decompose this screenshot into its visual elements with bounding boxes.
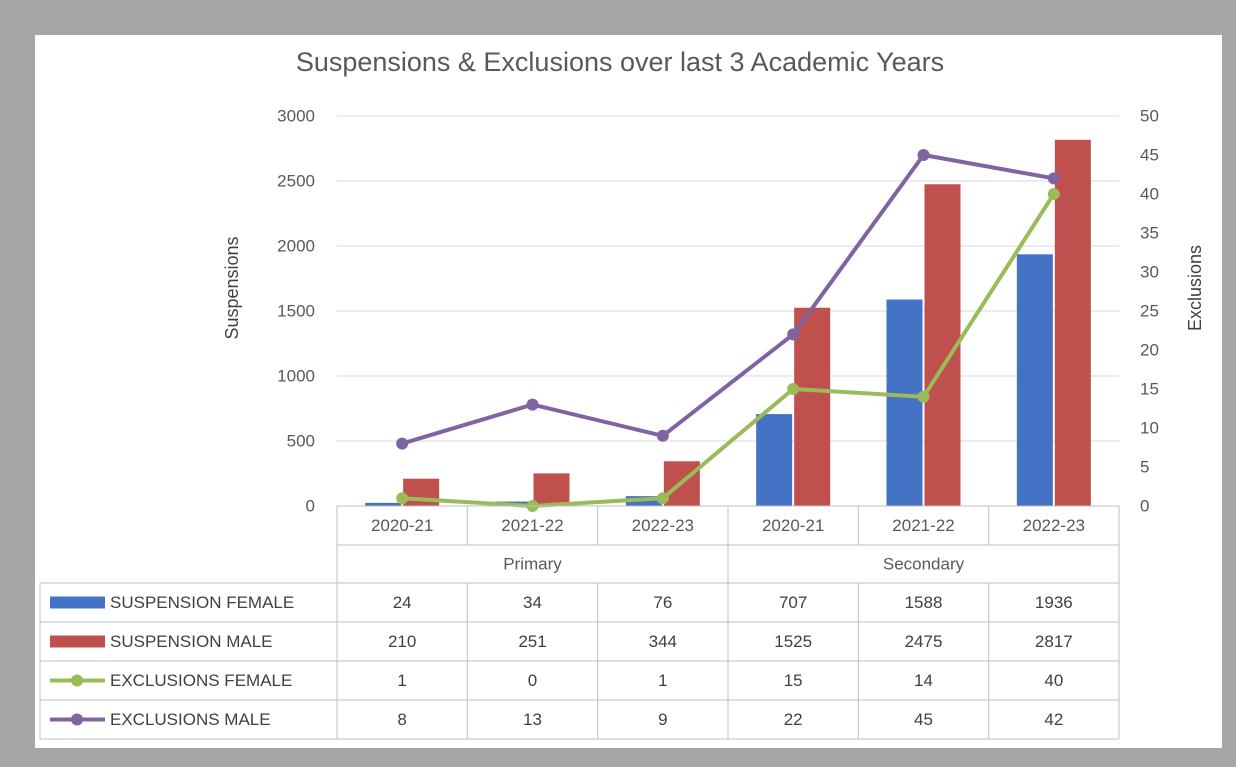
x-tick-label: 2020-21 xyxy=(762,516,824,535)
bar xyxy=(1054,139,1091,507)
line-marker xyxy=(917,390,930,403)
y2-tick-label: 10 xyxy=(1140,419,1159,438)
group-label: Primary xyxy=(503,555,562,574)
y2-tick-label: 25 xyxy=(1140,302,1159,321)
x-tick-label: 2021-22 xyxy=(892,516,954,535)
x-tick-label: 2021-22 xyxy=(501,516,563,535)
y-axis-title: Suspensions xyxy=(222,236,242,339)
line-marker xyxy=(656,429,669,442)
y2-tick-label: 35 xyxy=(1140,224,1159,243)
y-tick-label: 500 xyxy=(287,432,315,451)
y-tick-label: 1500 xyxy=(277,302,315,321)
table-value: 42 xyxy=(1044,710,1063,729)
table-value: 1 xyxy=(658,671,667,690)
chart-title: Suspensions & Exclusions over last 3 Aca… xyxy=(296,47,944,77)
legend-label: EXCLUSIONS FEMALE xyxy=(110,671,292,690)
line-series xyxy=(401,153,1055,446)
y-tick-label: 3000 xyxy=(277,107,315,126)
y-tick-label: 2500 xyxy=(277,172,315,191)
y2-tick-label: 5 xyxy=(1140,458,1149,477)
legend-label: SUSPENSION FEMALE xyxy=(110,593,294,612)
legend-label: EXCLUSIONS MALE xyxy=(110,710,271,729)
table-value: 1936 xyxy=(1035,593,1073,612)
line-marker xyxy=(1047,172,1060,185)
y2-tick-label: 15 xyxy=(1140,380,1159,399)
table-value: 13 xyxy=(523,710,542,729)
y2-tick-label: 30 xyxy=(1140,263,1159,282)
legend-key xyxy=(50,635,105,648)
bar xyxy=(794,307,831,506)
line-marker xyxy=(656,492,669,505)
table-value: 22 xyxy=(784,710,803,729)
line-marker xyxy=(787,328,800,341)
table-value: 210 xyxy=(388,632,416,651)
table-value: 2817 xyxy=(1035,632,1073,651)
legend-key xyxy=(71,674,83,687)
bar xyxy=(1016,254,1053,506)
table-value: 40 xyxy=(1044,671,1063,690)
line-series xyxy=(402,192,1056,508)
line-marker xyxy=(1047,188,1060,200)
y2-tick-label: 50 xyxy=(1140,107,1159,126)
x-tick-label: 2020-21 xyxy=(371,516,433,535)
line-marker xyxy=(917,149,930,161)
table-value: 1525 xyxy=(774,632,812,651)
group-label: Secondary xyxy=(883,555,965,574)
table-value: 15 xyxy=(784,671,803,690)
legend-key xyxy=(71,713,83,726)
line-marker xyxy=(787,383,800,395)
y2-axis-title: Exclusions xyxy=(1185,245,1205,331)
table-value: 45 xyxy=(914,710,933,729)
table-value: 9 xyxy=(658,710,667,729)
table-value: 0 xyxy=(528,671,537,690)
y-tick-label: 1000 xyxy=(277,367,315,386)
table-value: 24 xyxy=(393,593,412,612)
y2-tick-label: 0 xyxy=(1140,497,1149,516)
bar xyxy=(886,299,923,506)
y2-tick-label: 45 xyxy=(1140,146,1159,165)
line-marker xyxy=(526,398,539,411)
table-value: 76 xyxy=(653,593,672,612)
table-value: 1 xyxy=(397,671,406,690)
line-marker xyxy=(396,437,409,450)
y-tick-label: 0 xyxy=(306,497,315,516)
line-marker xyxy=(396,492,409,505)
table-value: 251 xyxy=(518,632,546,651)
legend-key xyxy=(50,596,105,609)
legend-label: SUSPENSION MALE xyxy=(110,632,273,651)
table-value: 8 xyxy=(397,710,406,729)
table-value: 1588 xyxy=(905,593,943,612)
x-tick-label: 2022-23 xyxy=(632,516,694,535)
x-tick-label: 2022-23 xyxy=(1023,516,1085,535)
table-value: 344 xyxy=(649,632,677,651)
y2-tick-label: 40 xyxy=(1140,185,1159,204)
table-value: 14 xyxy=(914,671,933,690)
bar xyxy=(533,473,570,506)
bar xyxy=(365,502,402,506)
y-tick-label: 2000 xyxy=(277,237,315,256)
y2-tick-label: 20 xyxy=(1140,341,1159,360)
table-value: 34 xyxy=(523,593,542,612)
table-value: 2475 xyxy=(905,632,943,651)
bar xyxy=(756,414,793,506)
table-value: 707 xyxy=(779,593,807,612)
